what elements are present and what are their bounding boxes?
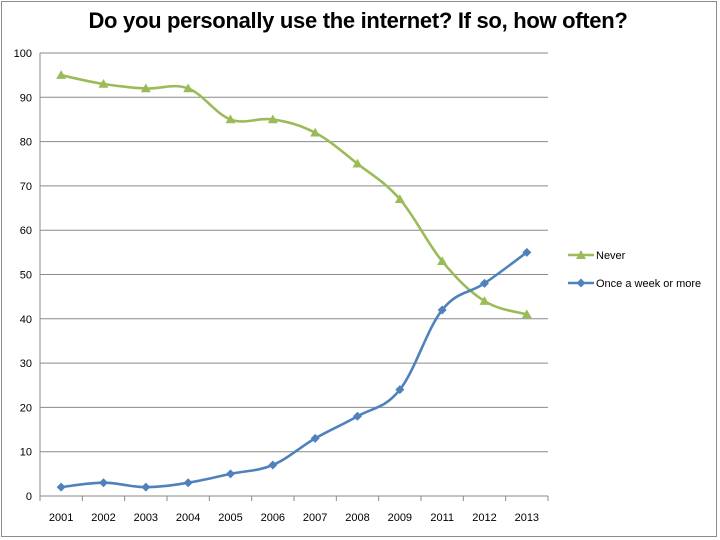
data-point-marker <box>310 433 320 443</box>
x-tick-label: 2013 <box>515 512 539 524</box>
data-point-marker <box>310 127 321 137</box>
y-tick-label: 50 <box>20 270 32 282</box>
y-tick-label: 90 <box>20 92 32 104</box>
y-tick-label: 0 <box>26 491 32 503</box>
series-once-a-week-or-more <box>56 247 532 492</box>
data-point-marker <box>522 247 532 257</box>
series-lines <box>56 70 532 492</box>
x-tick-label: 2009 <box>388 512 412 524</box>
legend-entry: Once a week or more <box>568 278 701 290</box>
x-tick-label: 2007 <box>303 512 327 524</box>
data-point-marker <box>395 385 405 395</box>
y-tick-label: 100 <box>14 48 32 60</box>
data-point-marker <box>353 411 362 421</box>
data-point-marker <box>140 83 151 93</box>
data-point-marker <box>521 309 532 319</box>
x-tick-label: 2002 <box>91 512 115 524</box>
data-point-marker <box>437 256 448 265</box>
chart-title: Do you personally use the internet? If s… <box>88 8 628 33</box>
data-point-marker <box>268 460 278 470</box>
x-tick-label: 2008 <box>345 512 369 524</box>
series-line <box>60 73 528 316</box>
x-tick-label: 2004 <box>176 512 200 524</box>
y-tick-label: 70 <box>20 181 32 193</box>
data-point-marker <box>267 114 278 124</box>
y-tick-label: 10 <box>20 447 32 459</box>
y-tick-label: 20 <box>20 402 32 414</box>
y-tick-label: 60 <box>20 225 32 237</box>
axes: 0 10 20 30 40 50 60 70 80 90 100 2001 2002 2003 2004 20… <box>14 48 549 524</box>
legend-marker <box>576 250 586 259</box>
data-point-marker <box>99 478 108 488</box>
x-tick-label: 2012 <box>472 512 496 524</box>
legend-label: Never <box>596 250 626 262</box>
x-tick-label: 2001 <box>49 512 73 524</box>
data-point-marker <box>479 296 490 305</box>
data-point-marker <box>183 83 194 93</box>
series-never <box>56 70 532 319</box>
y-tick-label: 30 <box>20 358 32 370</box>
x-tick-label: 2006 <box>261 512 285 524</box>
data-point-marker <box>437 305 447 315</box>
gridlines <box>40 52 548 453</box>
data-point-marker <box>352 158 363 168</box>
legend-entry: Never <box>568 250 626 262</box>
data-point-marker <box>394 194 405 203</box>
data-point-marker <box>480 278 489 288</box>
y-tick-label: 40 <box>20 314 32 326</box>
x-tick-label: 2011 <box>430 512 454 524</box>
data-point-marker <box>141 482 151 492</box>
data-point-marker <box>56 482 66 492</box>
legend-marker <box>576 278 586 288</box>
data-point-marker <box>98 79 109 88</box>
data-point-marker <box>225 114 236 124</box>
data-point-marker <box>226 469 235 479</box>
x-tick-label: 2005 <box>218 512 242 524</box>
y-tick-label: 80 <box>20 137 32 149</box>
data-point-marker <box>56 70 67 79</box>
x-tick-label: 2003 <box>134 512 158 524</box>
legend-label: Once a week or more <box>596 278 701 290</box>
data-point-marker <box>183 478 193 488</box>
legend: Never Once a week or more <box>568 250 701 290</box>
